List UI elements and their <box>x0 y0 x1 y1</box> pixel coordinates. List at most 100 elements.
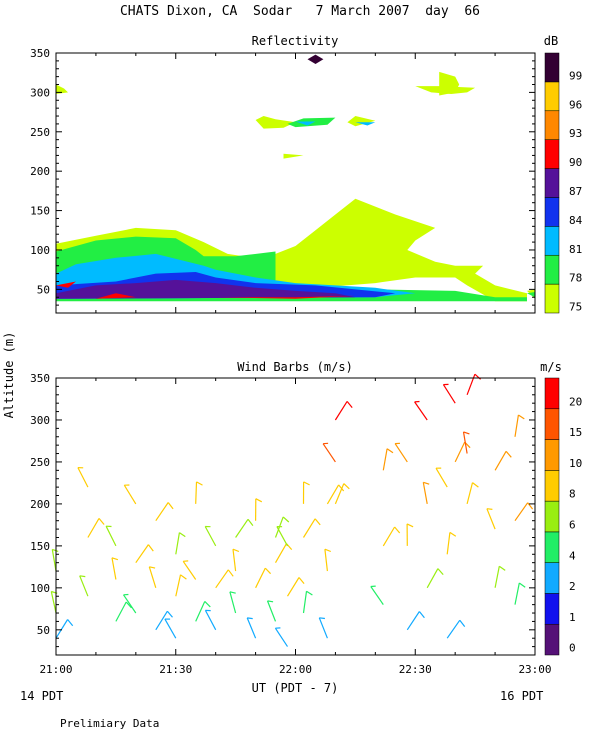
wind-barb <box>494 450 512 471</box>
wind-y-tick-label: 300 <box>30 414 50 427</box>
wind-colorbar-swatch <box>544 439 560 471</box>
reflectivity-contour-75db <box>283 153 304 159</box>
wind-y-tick-label: 250 <box>30 456 50 469</box>
reflectivity-contour-81db <box>295 121 316 126</box>
reflectivity-colorbar-label: 93 <box>569 127 582 140</box>
wind-y-tick-label: 200 <box>30 498 50 511</box>
reflectivity-contour-78db <box>527 291 535 298</box>
wind-barb <box>246 617 257 639</box>
local-time-start-label: 14 PDT <box>20 689 63 703</box>
wind-barb <box>382 448 394 471</box>
wind-barb <box>204 525 217 547</box>
wind-barb <box>382 526 401 547</box>
wind-colorbar-swatch <box>544 562 560 594</box>
wind-y-tick-label: 350 <box>30 372 50 385</box>
reflectivity-colorbar-swatch <box>544 139 560 169</box>
wind-barb <box>514 582 526 605</box>
wind-barb <box>135 544 154 564</box>
wind-colorbar-title: m/s <box>540 360 562 374</box>
wind-barb <box>111 557 119 580</box>
wind-colorbar-label: 2 <box>569 580 576 593</box>
wind-barb <box>175 532 186 555</box>
reflectivity-contour-75db <box>415 86 476 94</box>
wind-barb <box>406 611 425 631</box>
wind-barb <box>276 526 289 547</box>
altitude-axis-label: Altitude (m) <box>2 332 16 419</box>
reflectivity-contour-90db <box>215 295 356 299</box>
reflectivity-contours <box>56 54 535 302</box>
reflectivity-colorbar-swatch <box>544 197 560 227</box>
figure-title: CHATS Dixon, CA Sodar 7 March 2007 day 6… <box>120 4 480 19</box>
wind-barb <box>87 518 105 538</box>
reflectivity-colorbar-label: 87 <box>569 185 582 198</box>
wind-colorbar-label: 20 <box>569 395 582 408</box>
wind-barbs <box>50 373 534 647</box>
reflectivity-plot-area <box>55 52 536 314</box>
wind-barb <box>182 560 197 580</box>
wind-barb <box>394 442 408 463</box>
reflectivity-colorbar-label: 81 <box>569 243 582 256</box>
wind-barb <box>232 548 240 572</box>
wind-colorbar: 0 1 2 4 6 8 10 15 20 <box>544 377 582 656</box>
wind-barb <box>494 565 506 588</box>
wind-barb <box>274 627 289 647</box>
wind-colorbar-swatch <box>544 500 560 533</box>
reflectivity-title: Reflectivity <box>252 34 339 48</box>
wind-x-tick-labels: 21:00 21:30 22:00 22:30 23:00 <box>39 378 552 676</box>
wind-y-tick-label: 150 <box>30 540 50 553</box>
wind-y-tick-label: 50 <box>37 624 50 637</box>
reflectivity-colorbar-swatch <box>544 226 560 256</box>
wind-barb <box>466 482 479 505</box>
wind-colorbar-swatch <box>544 623 560 656</box>
wind-barb <box>326 484 345 505</box>
wind-plot-area <box>50 373 536 656</box>
wind-barb <box>155 610 173 631</box>
wind-barb <box>302 481 310 504</box>
wind-barb <box>148 566 157 588</box>
wind-barb <box>414 400 428 421</box>
wind-colorbar-label: 6 <box>569 519 576 532</box>
wind-barb <box>454 441 471 463</box>
wind-barb <box>286 577 305 597</box>
reflectivity-contour-75db <box>527 289 535 299</box>
x-axis-label: UT (PDT - 7) <box>252 681 339 695</box>
wind-barb <box>274 543 293 563</box>
wind-barb <box>426 568 444 589</box>
reflectivity-colorbar-label: 75 <box>569 301 582 314</box>
wind-colorbar-swatch <box>544 593 560 625</box>
wind-x-tick-label: 22:00 <box>279 663 312 676</box>
wind-barb <box>486 508 496 530</box>
wind-barb <box>123 484 137 505</box>
wind-colorbar-label: 0 <box>569 642 576 655</box>
refl-y-tick-label: 100 <box>30 244 50 257</box>
refl-y-tick-label: 150 <box>30 205 50 218</box>
reflectivity-colorbar: 75 78 81 84 87 90 93 96 99 <box>544 52 583 314</box>
wind-barb <box>266 600 277 622</box>
refl-y-tick-label: 50 <box>37 283 50 296</box>
wind-colorbar-label: 10 <box>569 457 582 470</box>
wind-colorbar-swatch <box>544 531 560 563</box>
wind-barb <box>115 601 132 622</box>
wind-barb <box>204 609 217 631</box>
wind-barb <box>302 518 321 538</box>
wind-barb <box>334 483 350 505</box>
reflectivity-contour-75db <box>255 116 296 129</box>
wind-barb <box>462 431 470 454</box>
reflectivity-contour-87db <box>56 279 356 299</box>
wind-barb <box>446 531 457 555</box>
refl-y-tick-label: 250 <box>30 126 50 139</box>
footnote: Prelimiary Data <box>60 717 159 730</box>
reflectivity-x-ticks <box>55 53 536 313</box>
wind-colorbar-label: 4 <box>569 549 576 562</box>
reflectivity-contour-90db <box>56 281 76 288</box>
reflectivity-colorbar-label: 78 <box>569 272 582 285</box>
reflectivity-colorbar-swatch <box>544 81 560 112</box>
wind-colorbar-label: 8 <box>569 488 576 501</box>
reflectivity-colorbar-label: 99 <box>569 69 582 82</box>
wind-barb <box>514 414 525 437</box>
reflectivity-colorbar-swatch <box>544 254 560 285</box>
wind-barb <box>155 502 174 522</box>
wind-barbs-title: Wind Barbs (m/s) <box>237 360 353 374</box>
wind-barb <box>215 569 234 589</box>
